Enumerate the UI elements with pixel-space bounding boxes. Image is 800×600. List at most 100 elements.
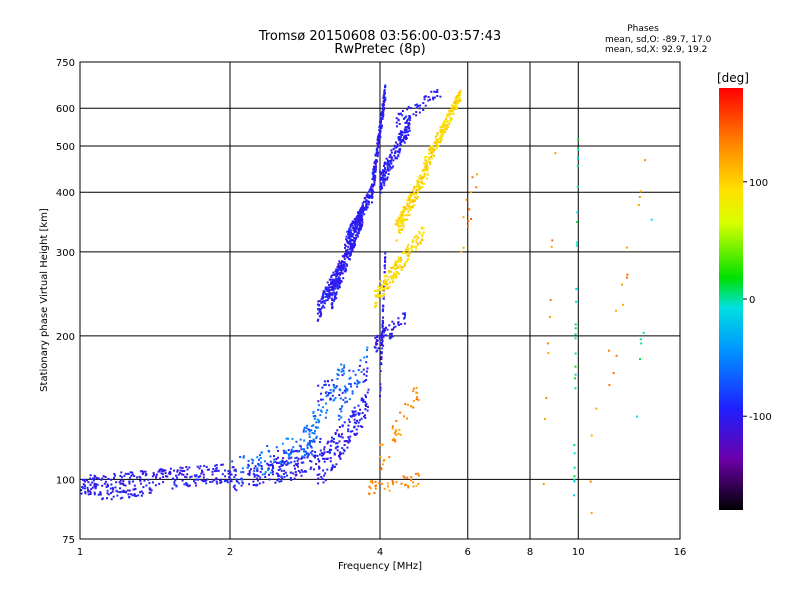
echo-point: [375, 148, 378, 151]
echo-point: [317, 477, 320, 480]
echo-point: [324, 416, 327, 419]
chart-title: Tromsø 20150608 03:56:00-03:57:43: [258, 29, 501, 44]
echo-point: [293, 464, 296, 467]
echo-point: [308, 429, 311, 431]
echo-point: [376, 290, 379, 292]
echo-point: [285, 437, 288, 440]
echo-point: [343, 385, 346, 388]
echo-point: [331, 468, 334, 470]
echo-point: [354, 229, 356, 232]
echo-point: [176, 470, 179, 473]
echo-point: [339, 397, 342, 400]
echo-point: [417, 237, 420, 240]
echo-point: [397, 260, 399, 263]
echo-point: [337, 374, 340, 377]
echo-point: [407, 254, 410, 257]
echo-point: [158, 482, 161, 485]
echo-point: [243, 455, 245, 458]
echo-point: [418, 232, 421, 235]
echo-point: [350, 385, 352, 388]
echo-point: [114, 474, 116, 477]
echo-point: [382, 174, 384, 177]
echo-point: [436, 133, 439, 136]
echo-point: [393, 144, 396, 147]
echo-point: [395, 433, 398, 436]
echo-point: [386, 159, 389, 162]
echo-point: [441, 129, 444, 132]
echo-point: [283, 475, 286, 478]
echo-point: [344, 243, 346, 246]
echo-point: [355, 223, 358, 226]
echo-point: [355, 230, 358, 233]
echo-point: [381, 334, 384, 337]
echo-point: [401, 214, 404, 217]
echo-point: [323, 460, 326, 463]
echo-point: [383, 271, 386, 274]
echo-point: [181, 467, 184, 470]
echo-point: [453, 104, 456, 107]
echo-point: [241, 467, 244, 470]
echo-point: [345, 255, 348, 258]
echo-point: [554, 152, 557, 155]
echo-point: [110, 492, 112, 495]
echo-point: [402, 226, 405, 229]
echo-point: [351, 221, 354, 224]
echo-point: [415, 106, 418, 109]
echo-point: [253, 469, 256, 472]
echo-point: [348, 248, 351, 251]
echo-point: [339, 457, 342, 460]
echo-point: [407, 199, 410, 201]
echo-point: [439, 126, 442, 129]
echo-point: [395, 274, 398, 277]
echo-point: [106, 483, 109, 486]
echo-point: [417, 474, 420, 477]
echo-point: [335, 442, 338, 445]
echo-point: [344, 401, 347, 404]
echo-point: [315, 421, 318, 424]
echo-point: [453, 108, 456, 111]
echo-point: [338, 283, 341, 286]
echo-point: [224, 469, 226, 472]
echo-point: [576, 185, 579, 188]
echo-point: [397, 228, 400, 231]
echo-point: [347, 428, 350, 431]
echo-point: [328, 278, 331, 281]
echo-point: [352, 229, 355, 232]
echo-point: [87, 481, 90, 484]
echo-point: [402, 221, 404, 224]
x-tick-label: 1: [77, 547, 83, 558]
echo-point: [289, 477, 292, 479]
echo-point: [373, 166, 376, 169]
echo-point: [392, 481, 395, 484]
echo-point: [335, 385, 338, 388]
echo-point: [612, 372, 615, 375]
echo-point: [397, 144, 400, 147]
echo-point: [332, 389, 335, 392]
echo-point: [353, 414, 356, 417]
echo-point: [166, 475, 169, 478]
echo-point: [423, 169, 426, 172]
echo-point: [460, 250, 463, 253]
echo-point: [318, 300, 321, 302]
echo-point: [336, 445, 339, 448]
echo-point: [423, 156, 426, 159]
echo-point: [292, 472, 295, 475]
echo-point: [342, 267, 345, 270]
echo-point: [409, 197, 411, 200]
echo-point: [383, 95, 386, 98]
echo-point: [543, 418, 546, 420]
echo-point: [140, 490, 143, 493]
echo-point: [387, 173, 390, 176]
echo-point: [267, 469, 270, 472]
echo-point: [436, 89, 439, 91]
echo-point: [415, 234, 418, 237]
echo-point: [332, 291, 335, 294]
echo-point: [380, 191, 383, 194]
echo-point: [144, 470, 147, 473]
echo-point: [368, 194, 371, 197]
echo-point: [388, 160, 391, 162]
echo-point: [331, 282, 334, 285]
echo-point: [283, 452, 286, 454]
echo-point: [403, 214, 406, 217]
echo-point: [344, 244, 347, 247]
